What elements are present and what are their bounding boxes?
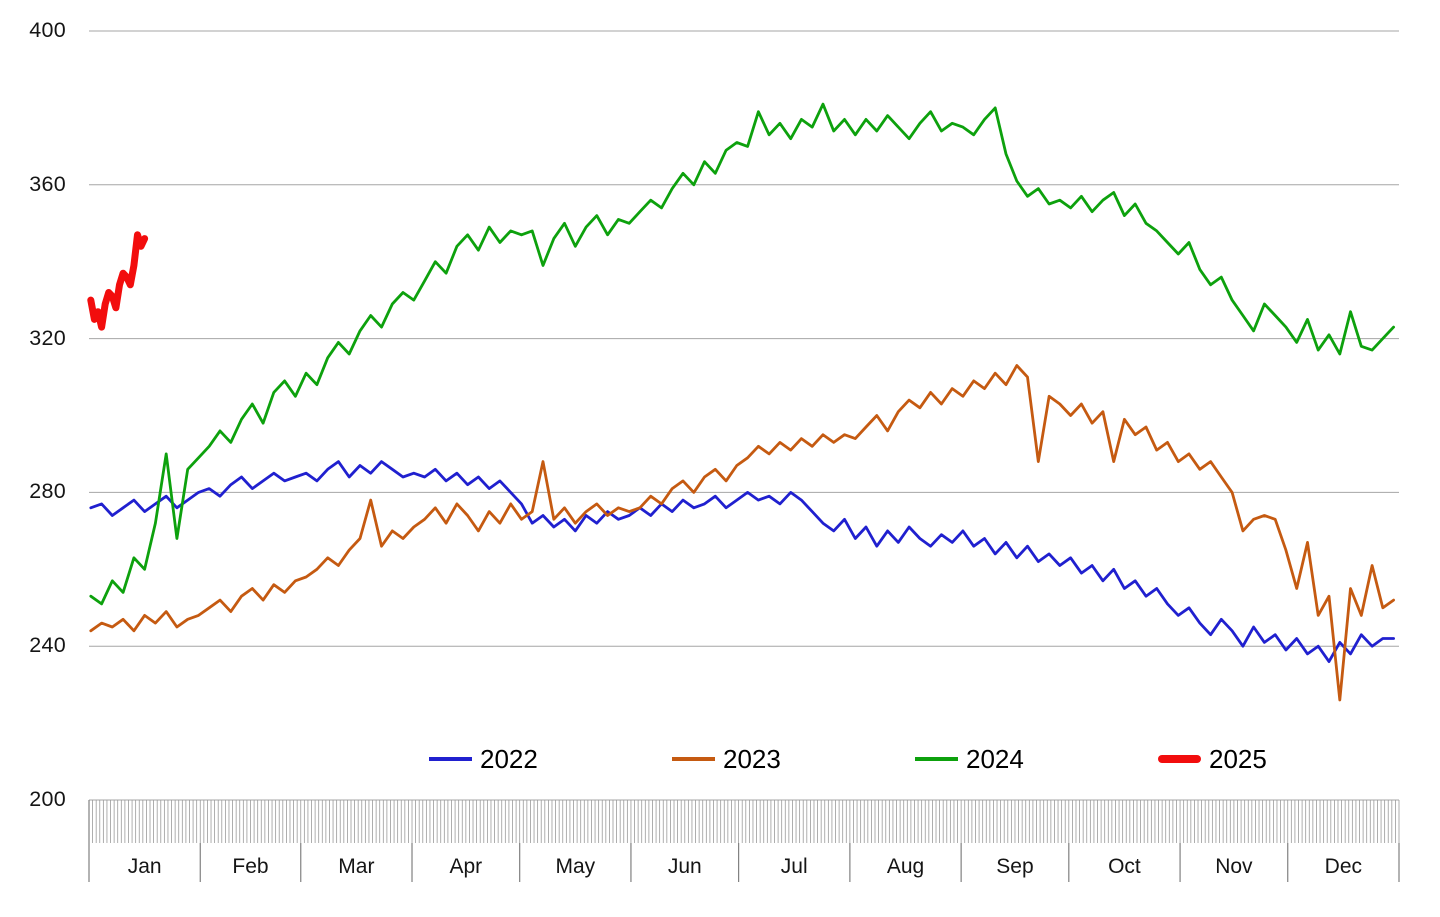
series-line-2023 [89, 364, 1395, 702]
month-label-jul: Jul [780, 855, 808, 878]
legend-item-2025: 2025 [1158, 744, 1267, 774]
month-label-aug: Aug [886, 855, 925, 878]
y-axis-label: 320 [29, 325, 66, 350]
month-label-dec: Dec [1324, 855, 1363, 878]
day-tick-ruler [88, 800, 1400, 843]
series-line-2022 [89, 460, 1395, 663]
legend-swatch-2024 [915, 757, 958, 761]
legend-label: 2025 [1209, 743, 1267, 774]
month-label-jun: Jun [667, 855, 702, 878]
legend-label: 2023 [723, 743, 781, 774]
legend-item-2022: 2022 [429, 744, 538, 774]
month-separators [88, 800, 1400, 882]
y-axis-label: 280 [29, 479, 66, 504]
series-lines [87, 102, 1395, 702]
month-label-jan: Jan [127, 855, 162, 878]
y-axis-label: 360 [29, 171, 66, 196]
legend-swatch-2025 [1158, 755, 1201, 763]
y-axis-label: 240 [29, 633, 66, 658]
legend-label: 2024 [966, 743, 1024, 774]
legend-item-2024: 2024 [915, 744, 1024, 774]
month-label-mar: Mar [338, 855, 375, 878]
legend-label: 2022 [480, 743, 538, 774]
legend-item-2023: 2023 [672, 744, 781, 774]
series-line-2024 [89, 102, 1395, 606]
month-label-oct: Oct [1108, 855, 1141, 878]
month-label-nov: Nov [1215, 855, 1253, 878]
legend-swatch-2022 [429, 757, 472, 761]
month-label-may: May [555, 855, 596, 878]
y-axis-label: 400 [29, 18, 66, 42]
y-axis-label: 200 [29, 787, 66, 811]
month-label-sep: Sep [996, 855, 1034, 878]
series-line-2025 [87, 231, 149, 331]
legend-swatch-2023 [672, 757, 715, 761]
month-label-apr: Apr [449, 855, 483, 878]
month-label-feb: Feb [232, 855, 269, 878]
gridlines [89, 30, 1399, 801]
